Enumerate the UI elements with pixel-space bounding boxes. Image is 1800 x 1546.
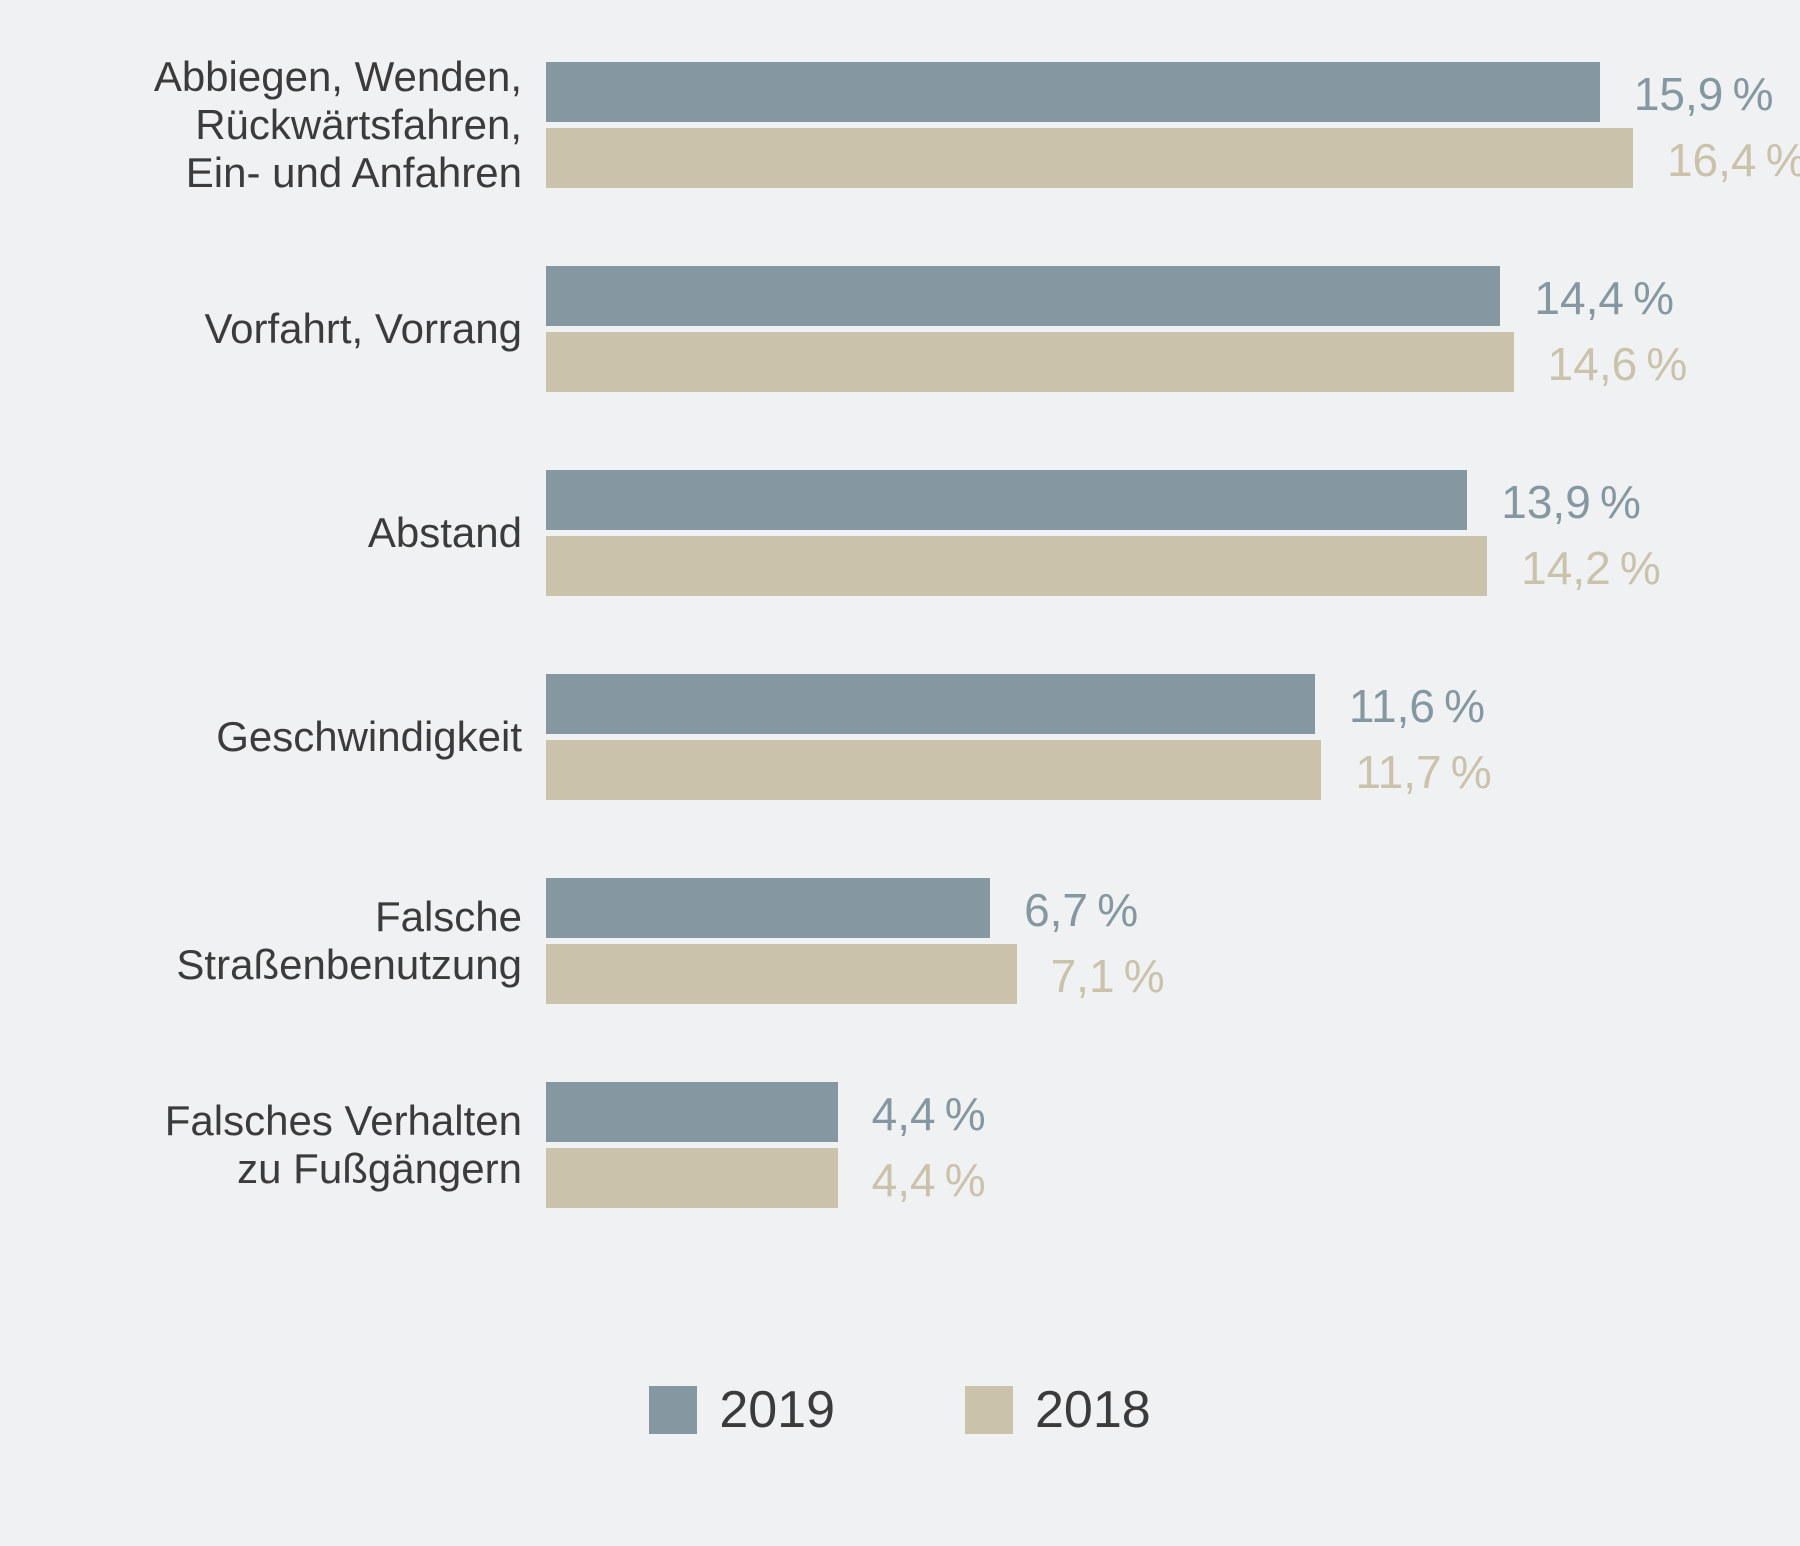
value-label-y2018: 7,1 %	[1051, 949, 1165, 1003]
category-label: Geschwindigkeit	[0, 713, 522, 761]
bar-chart: Abbiegen, Wenden,Rückwärtsfahren,Ein- un…	[0, 0, 1800, 1546]
value-label-y2019: 13,9 %	[1501, 475, 1641, 529]
bar-y2018	[546, 944, 1017, 1004]
value-label-y2018: 16,4 %	[1667, 133, 1800, 187]
bar-y2019	[546, 470, 1467, 530]
value-label-y2019: 4,4 %	[872, 1087, 986, 1141]
legend-swatch	[965, 1386, 1013, 1434]
category-group: Abbiegen, Wenden,Rückwärtsfahren,Ein- un…	[0, 62, 1800, 188]
category-label: FalscheStraßenbenutzung	[0, 893, 522, 990]
category-label: Abstand	[0, 509, 522, 557]
value-label-y2019: 11,6 %	[1349, 679, 1485, 733]
bar-y2018	[546, 740, 1321, 800]
bar-y2019	[546, 674, 1315, 734]
value-label-y2018: 14,6 %	[1548, 337, 1688, 391]
category-group: Vorfahrt, Vorrang 14,4 % 14,6 %	[0, 266, 1800, 392]
value-label-y2018: 4,4 %	[872, 1153, 986, 1207]
value-label-y2018: 14,2 %	[1521, 541, 1661, 595]
legend-label: 2019	[719, 1380, 835, 1440]
bar-y2019	[546, 878, 990, 938]
category-group: Geschwindigkeit 11,6 % 11,7 %	[0, 674, 1800, 800]
value-label-y2019: 14,4 %	[1534, 271, 1674, 325]
value-label-y2019: 6,7 %	[1024, 883, 1138, 937]
bar-y2019	[546, 1082, 838, 1142]
legend-item-y2019: 2019	[649, 1380, 835, 1440]
bar-y2018	[546, 332, 1514, 392]
category-label: Falsches Verhaltenzu Fußgängern	[0, 1097, 522, 1194]
value-label-y2018: 11,7 %	[1355, 745, 1491, 799]
bar-y2018	[546, 536, 1487, 596]
category-group: Abstand 13,9 % 14,2 %	[0, 470, 1800, 596]
category-label: Abbiegen, Wenden,Rückwärtsfahren,Ein- un…	[0, 53, 522, 198]
bar-y2018	[546, 1148, 838, 1208]
category-group: Falsches Verhaltenzu Fußgängern 4,4 % 4,4 …	[0, 1082, 1800, 1208]
legend-item-y2018: 2018	[965, 1380, 1151, 1440]
value-label-y2019: 15,9 %	[1634, 67, 1774, 121]
bar-y2019	[546, 62, 1600, 122]
legend-swatch	[649, 1386, 697, 1434]
legend-label: 2018	[1035, 1380, 1151, 1440]
legend: 2019 2018	[0, 1380, 1800, 1440]
bar-y2018	[546, 128, 1633, 188]
category-group: FalscheStraßenbenutzung 6,7 % 7,1 %	[0, 878, 1800, 1004]
category-label: Vorfahrt, Vorrang	[0, 305, 522, 353]
bar-y2019	[546, 266, 1500, 326]
